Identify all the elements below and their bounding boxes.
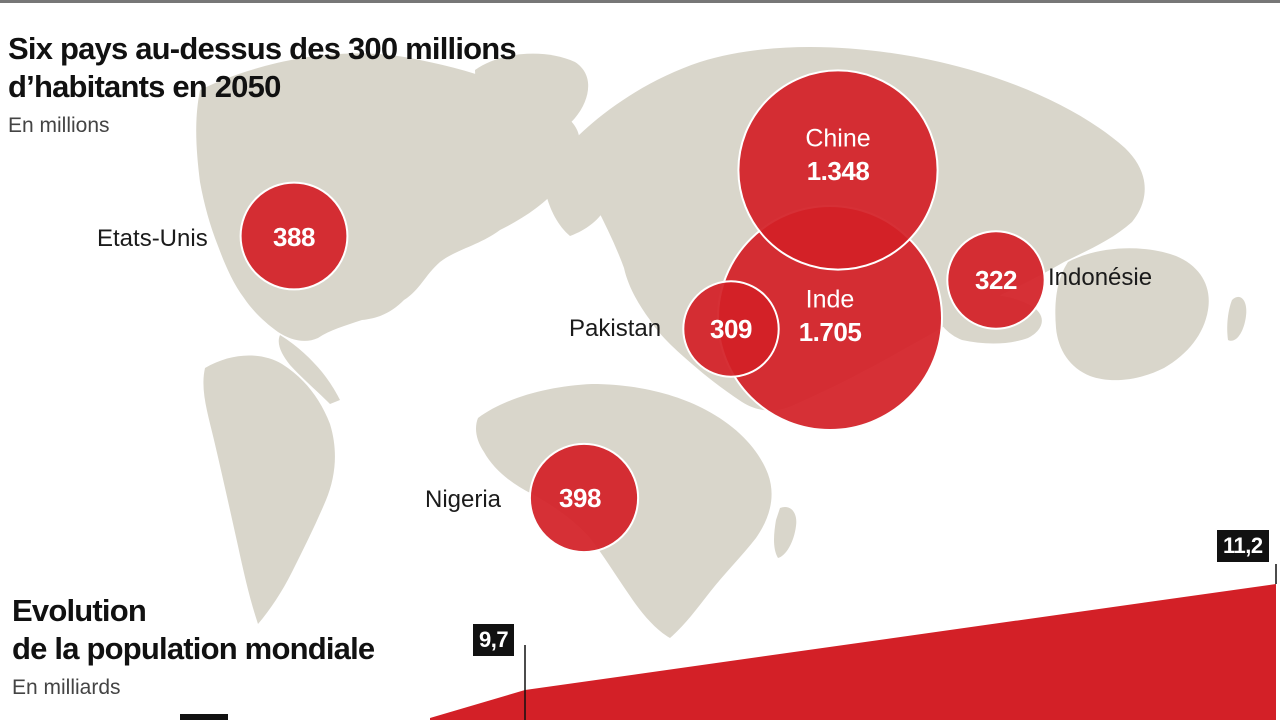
map-subtitle: En millions (8, 114, 110, 137)
bubble-name-inde: Inde (805, 285, 855, 314)
bubble-value-pakistan: 309 (710, 314, 752, 344)
country-label-nigeria: Nigeria (425, 486, 502, 513)
country-label-etats-unis: Etats-Unis (97, 225, 208, 252)
bubble-nigeria (528, 442, 640, 554)
land-south-america (203, 355, 335, 624)
map-title-line1: Six pays au-dessus des 300 millions (8, 31, 517, 66)
evolution-title-line1: Evolution (12, 593, 147, 628)
value-tag-9-7: 9,7 (473, 624, 515, 656)
land-europe-west (542, 141, 612, 236)
country-label-pakistan: Pakistan (569, 315, 662, 342)
evolution-title: Evolution de la population mondiale (12, 592, 482, 668)
bubble-value-etats-unis: 388 (273, 222, 315, 252)
land-australia (1055, 248, 1209, 381)
bubble-value-inde: 1.705 (798, 317, 862, 347)
map-title: Six pays au-dessus des 300 millions d’ha… (8, 30, 628, 106)
bubble-etats-unis (239, 181, 349, 291)
bubble-layer (239, 69, 1046, 554)
bubble-indonesie (946, 230, 1046, 330)
land-central-america (278, 335, 340, 404)
bubble-value-chine: 1.348 (806, 156, 870, 186)
land-greenland (475, 53, 589, 142)
bubble-name-chine: Chine (805, 124, 871, 153)
earlier-value-tag (180, 714, 228, 720)
top-rule (0, 0, 1280, 3)
evolution-subtitle: En milliards (12, 676, 121, 699)
land-new-zealand (1227, 296, 1247, 341)
population-area (430, 584, 1276, 720)
bubble-value-nigeria: 398 (559, 483, 601, 513)
value-tag-11-2: 11,2 (1217, 530, 1269, 562)
map-title-line2: d’habitants en 2050 (8, 69, 281, 104)
evolution-title-line2: de la population mondiale (12, 631, 375, 666)
country-label-indonesie: Indonésie (1048, 264, 1153, 291)
evolution-area (180, 564, 1277, 720)
bubble-pakistan (682, 280, 780, 378)
bubble-chine (737, 69, 939, 271)
land-madagascar (774, 506, 797, 558)
bubble-value-indonesie: 322 (975, 265, 1017, 295)
